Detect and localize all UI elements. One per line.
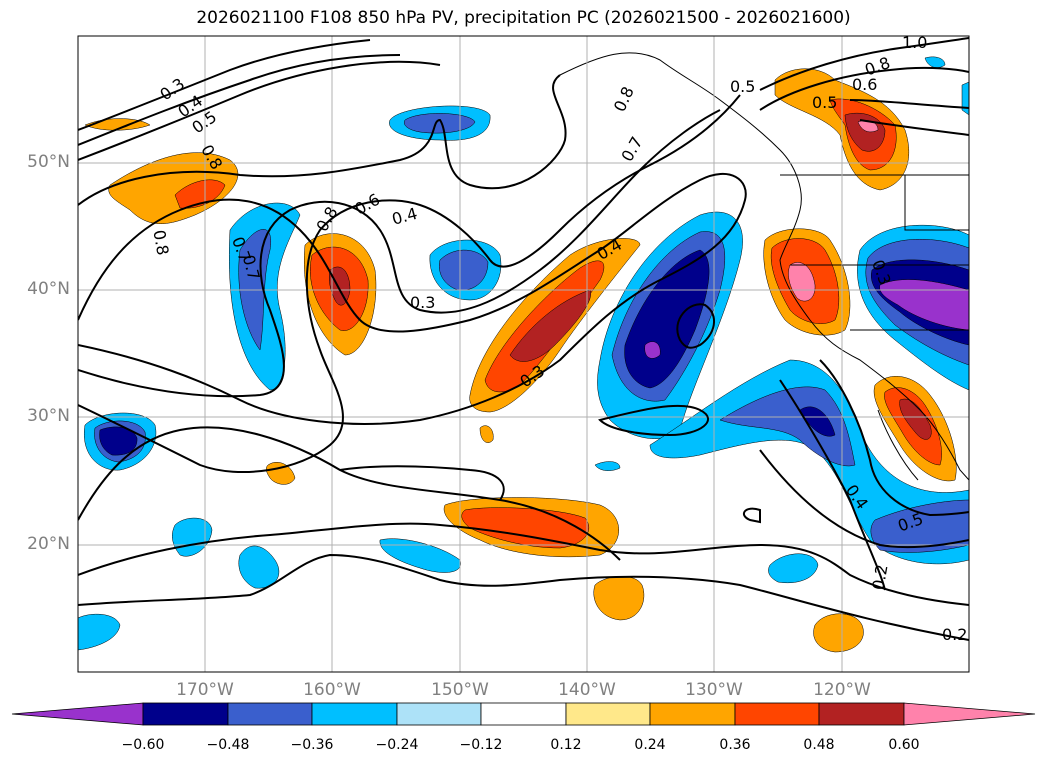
colorbar-tick: 0.60: [888, 737, 920, 753]
contour-label: 0.2: [868, 563, 891, 591]
coastline: [559, 52, 969, 481]
colorbar-tick: −0.48: [206, 737, 250, 753]
map-panel: 0.3 0.4 0.5 0.7 0.8 0.8 0.7 0.8 0.6 0.4 …: [78, 33, 969, 672]
contour-label: 0.2: [942, 625, 967, 644]
lat-label: 30°N: [27, 406, 70, 426]
colorbar-tick: 0.48: [803, 737, 835, 753]
colorbar-tick: 0.36: [719, 737, 751, 753]
contour-label: 0.5: [812, 93, 837, 112]
contour-label: 0.6: [852, 75, 877, 94]
lat-label: 20°N: [27, 534, 70, 554]
contour-label: 0.3: [410, 293, 435, 312]
contour-label: 1.0: [902, 33, 927, 52]
map-title: 2026021100 F108 850 hPa PV, precipitatio…: [196, 8, 851, 28]
contour-label: 0.8: [149, 228, 172, 256]
lon-label: 120°W: [813, 680, 871, 700]
contour-label: 0.5: [730, 77, 755, 96]
map-frame: [77, 35, 970, 673]
colorbar-extend-low: [11, 702, 144, 726]
graticule: [78, 36, 969, 672]
pv-contours: [78, 37, 969, 641]
lat-label: 50°N: [27, 152, 70, 172]
colorbar-tick: −0.24: [375, 737, 419, 753]
colorbar-tick: −0.60: [121, 737, 165, 753]
colorbar-tick: −0.36: [290, 737, 334, 753]
lat-label: 40°N: [27, 279, 70, 299]
colorbar-tick: −0.12: [459, 737, 503, 753]
colorbar-tick: 0.12: [550, 737, 582, 753]
lon-label: 130°W: [685, 680, 743, 700]
lon-label: 160°W: [303, 680, 361, 700]
lon-label: 140°W: [558, 680, 616, 700]
colorbar-tick: 0.24: [634, 737, 666, 753]
colorbar-extend-high: [903, 702, 1036, 726]
lon-label: 170°W: [176, 680, 234, 700]
colorbar: [11, 702, 1036, 726]
lon-label: 150°W: [431, 680, 489, 700]
